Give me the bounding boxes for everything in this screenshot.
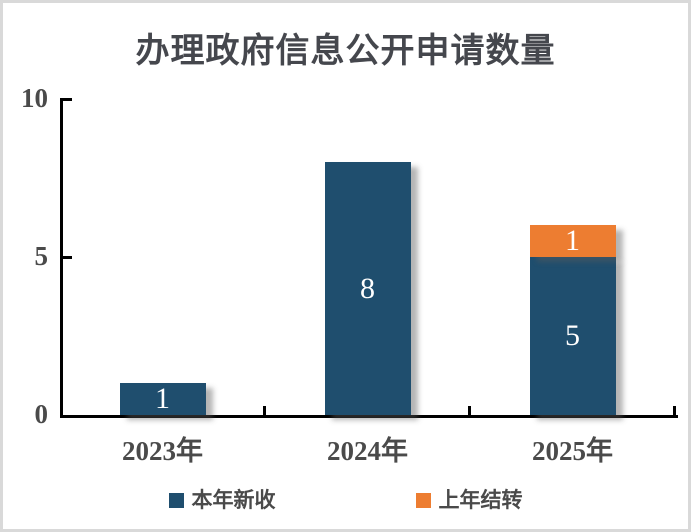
legend-item: 本年新收 [168, 489, 276, 512]
bar-value-label: 1 [565, 224, 580, 258]
legend-label: 上年结转 [438, 489, 523, 512]
bar-segment: 1 [529, 224, 616, 258]
chart-title: 办理政府信息公开申请数量 [135, 32, 556, 70]
x-axis-tick [263, 406, 266, 415]
legend-item: 上年结转 [415, 489, 523, 512]
legend-label: 本年新收 [191, 489, 276, 512]
x-axis-category-label: 2023年 [122, 436, 203, 466]
y-axis-tick [60, 98, 72, 101]
legend-swatch [415, 493, 431, 509]
x-axis-tick [468, 406, 471, 415]
y-axis-tick-label: 5 [34, 240, 49, 271]
legend-swatch [168, 493, 184, 509]
y-axis-tick [60, 256, 72, 259]
bar-segment: 5 [529, 257, 616, 415]
bar-value-label: 1 [155, 382, 170, 416]
bar-value-label: 5 [565, 319, 580, 352]
bar-segment: 1 [119, 382, 206, 416]
bar-segment: 8 [324, 162, 411, 415]
legend: 本年新收 上年结转 [3, 489, 688, 512]
x-axis-category-label: 2024年 [327, 436, 408, 466]
y-axis-tick-label: 0 [34, 398, 49, 429]
x-axis-tick [673, 406, 676, 415]
x-axis-category-label: 2025年 [532, 436, 613, 466]
x-axis-line [60, 415, 678, 418]
bar-value-label: 8 [360, 271, 375, 305]
y-axis-tick-label: 10 [21, 82, 48, 113]
